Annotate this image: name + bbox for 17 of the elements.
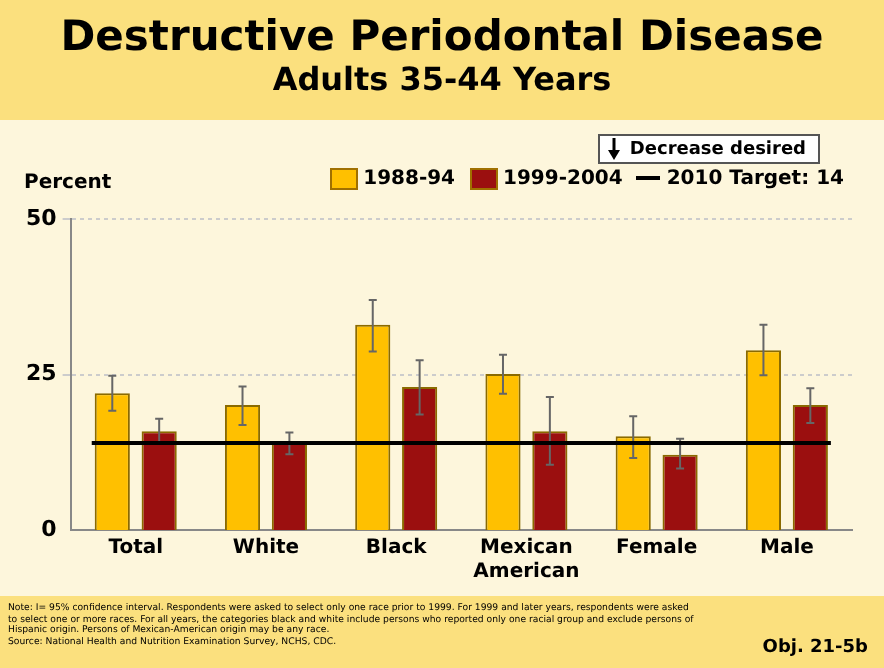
chart-title: Destructive Periodontal Disease	[58, 12, 826, 60]
x-tick-label: Black	[365, 537, 428, 560]
legend-label: 1999-2004	[501, 168, 623, 191]
x-tick-label: Mexican American	[473, 537, 580, 584]
y-tick-label: 50	[25, 204, 58, 231]
y-axis-title: Percent	[24, 172, 112, 194]
legend-label: 2010 Target: 14	[664, 168, 844, 191]
x-tick-label: Male	[759, 537, 815, 560]
text: Obj. 21-5b	[762, 638, 868, 658]
chart-subtitle: Adults 35-44 Years	[270, 60, 614, 100]
y-tick-label: 0	[41, 515, 58, 542]
y-tick-label: 25	[25, 360, 57, 387]
text: Decrease desired	[629, 139, 806, 159]
legend-label: 1988-94	[361, 168, 456, 191]
x-tick-label: White	[232, 537, 300, 560]
x-tick-label: Female	[616, 537, 698, 560]
x-tick-label: Total	[108, 537, 164, 560]
